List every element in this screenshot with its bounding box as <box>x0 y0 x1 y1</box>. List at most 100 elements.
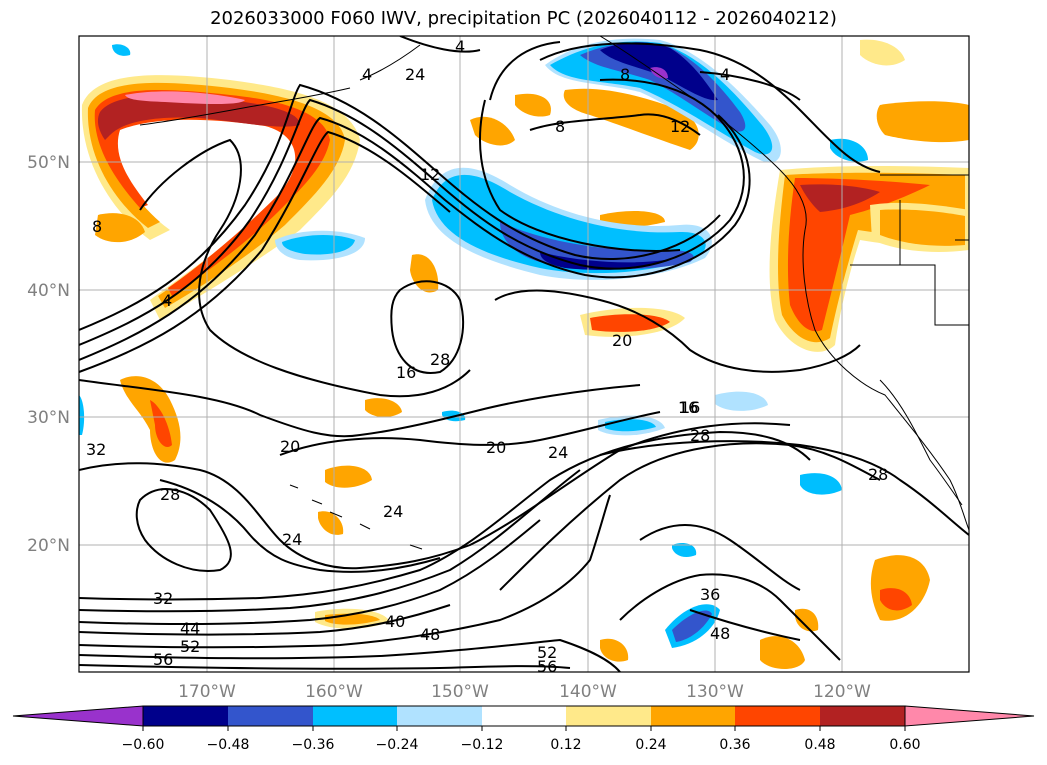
positive-anomaly-aleutian-core <box>97 95 300 140</box>
positive-anomaly-22n-160w <box>318 511 344 535</box>
contour-28 <box>135 488 232 572</box>
contour-40 <box>79 519 541 626</box>
negative-anomaly-48n-118w <box>830 138 868 162</box>
colorbar-extend-low <box>12 705 144 727</box>
colorbar-tick-label: 0.24 <box>635 737 666 753</box>
contour-label: 20 <box>486 438 506 457</box>
colorbar-segment <box>735 706 820 726</box>
negative-anomaly-west-edge <box>79 395 85 435</box>
contour-label: 16 <box>680 398 700 417</box>
contour-20-west <box>79 379 641 438</box>
contour-label: 16 <box>678 398 698 417</box>
contour-label: 4 <box>455 37 465 56</box>
map-area: 4 4 24 4 8 8 12 12 8 4 16 16 20 16 20 20… <box>79 36 969 672</box>
contour-label: 4 <box>162 291 172 310</box>
contour-label: 4 <box>362 65 372 84</box>
negative-anomaly-18n-133w <box>672 543 697 558</box>
lat-tick-label: 30°N <box>27 408 70 428</box>
contour-4 <box>399 36 801 101</box>
contour-32 <box>79 430 811 601</box>
contour-label: 8 <box>620 65 630 84</box>
hawaii-islands <box>289 484 423 550</box>
positive-anomaly-coast-inner <box>787 178 930 332</box>
negative-anomaly-band-core <box>540 252 665 270</box>
coastlines <box>139 36 969 550</box>
contour-label: 8 <box>92 217 102 236</box>
positive-anomaly-central-north-b <box>515 93 551 117</box>
contour-label: 28 <box>690 426 710 445</box>
contour-label: 32 <box>153 589 173 608</box>
negative-anomaly-57n-173w <box>112 44 131 56</box>
contour-label: 20 <box>280 437 300 456</box>
positive-anomaly-aleutian-max <box>125 91 245 104</box>
lon-tick-label: 130°W <box>686 682 744 702</box>
negative-anomaly-gulf-mid <box>580 42 746 132</box>
lat-tick-label: 50°N <box>27 153 70 173</box>
negative-anomaly-31n-128w <box>715 391 768 411</box>
lat-tick-label: 20°N <box>27 536 70 556</box>
colorbar-tick-label: 0.60 <box>889 737 920 753</box>
contour-44 <box>79 604 451 636</box>
contour-28-east <box>499 442 881 591</box>
positive-anomaly-13n-117w-inner <box>880 588 912 611</box>
contour-label: 24 <box>383 502 403 521</box>
lon-tick-label: 150°W <box>431 682 489 702</box>
colorbar-tick-label: 0.36 <box>719 737 750 753</box>
positive-anomaly-gulf-alaska <box>563 88 699 150</box>
graticule <box>79 36 969 672</box>
us-border <box>850 174 969 326</box>
colorbar-outline <box>142 705 906 727</box>
contour-label: 36 <box>700 585 720 604</box>
contour-label: 44 <box>180 619 200 638</box>
colorbar-segment <box>228 706 313 726</box>
north-america-coast <box>802 229 969 531</box>
contour-label: 40 <box>385 612 405 631</box>
colorbar-tick-label: 0.48 <box>804 737 835 753</box>
contour-12-jet-a <box>79 78 745 346</box>
positive-anomaly-15n-122w <box>795 608 819 632</box>
negative-anomaly-12n-130w-inner <box>672 610 712 642</box>
lon-tick-label: 140°W <box>559 682 617 702</box>
colorbar-segment <box>566 706 651 726</box>
negative-anomaly-42n-163w-inner <box>282 234 355 255</box>
colorbar: −0.60 −0.48 −0.36 −0.24 −0.12 0.12 0.24 … <box>12 705 1035 753</box>
contour-label: 52 <box>180 637 200 656</box>
contour-label: 24 <box>405 65 425 84</box>
contour-label: 12 <box>670 117 690 136</box>
contour-label: 4 <box>720 65 730 84</box>
colorbar-segment <box>482 706 566 726</box>
negative-anomaly-gulf <box>550 41 773 155</box>
positive-anomaly-ne-corner-upper <box>860 39 905 66</box>
contour-12-jet-b <box>79 114 751 361</box>
contour-label: 24 <box>282 530 302 549</box>
contour-8-north <box>529 113 701 136</box>
contour-label: 52 <box>537 643 557 662</box>
negative-anomaly-gulf-min <box>650 67 668 79</box>
negative-anomaly-27n-122w <box>800 473 842 495</box>
precip-fill-layer <box>79 38 969 669</box>
contour-8-loop <box>539 42 881 173</box>
iwv-contours <box>79 36 969 672</box>
colorbar-extend-high <box>904 705 1035 727</box>
alaska-coast <box>599 36 807 231</box>
contour-label: 56 <box>153 650 173 669</box>
positive-anomaly-32n-155w <box>365 398 402 418</box>
colorbar-tick-label: −0.60 <box>122 737 165 753</box>
positive-anomaly-coast-core <box>800 184 880 212</box>
colorbar-tick-label: −0.48 <box>207 737 250 753</box>
aleutian-islands <box>139 44 421 126</box>
contour-label: 28 <box>160 485 180 504</box>
map-title: 2026033000 F060 IWV, precipitation PC (2… <box>210 8 837 29</box>
colorbar-ticks <box>142 726 906 731</box>
contour-label: 28 <box>868 465 888 484</box>
contour-label: 48 <box>710 624 730 643</box>
map-frame <box>78 35 970 673</box>
contour-12-jet-d <box>79 130 451 373</box>
positive-anomaly-37n-178w <box>95 213 145 243</box>
colorbar-tick-label: −0.24 <box>376 737 419 753</box>
contour-36 <box>79 469 801 613</box>
colorbar-segment <box>651 706 735 726</box>
contour-20-mid <box>279 411 661 456</box>
lon-tick-labels: 170°W 160°W 150°W 140°W 130°W 120°W <box>178 682 871 702</box>
positive-anomaly-10n-125w <box>760 636 805 669</box>
